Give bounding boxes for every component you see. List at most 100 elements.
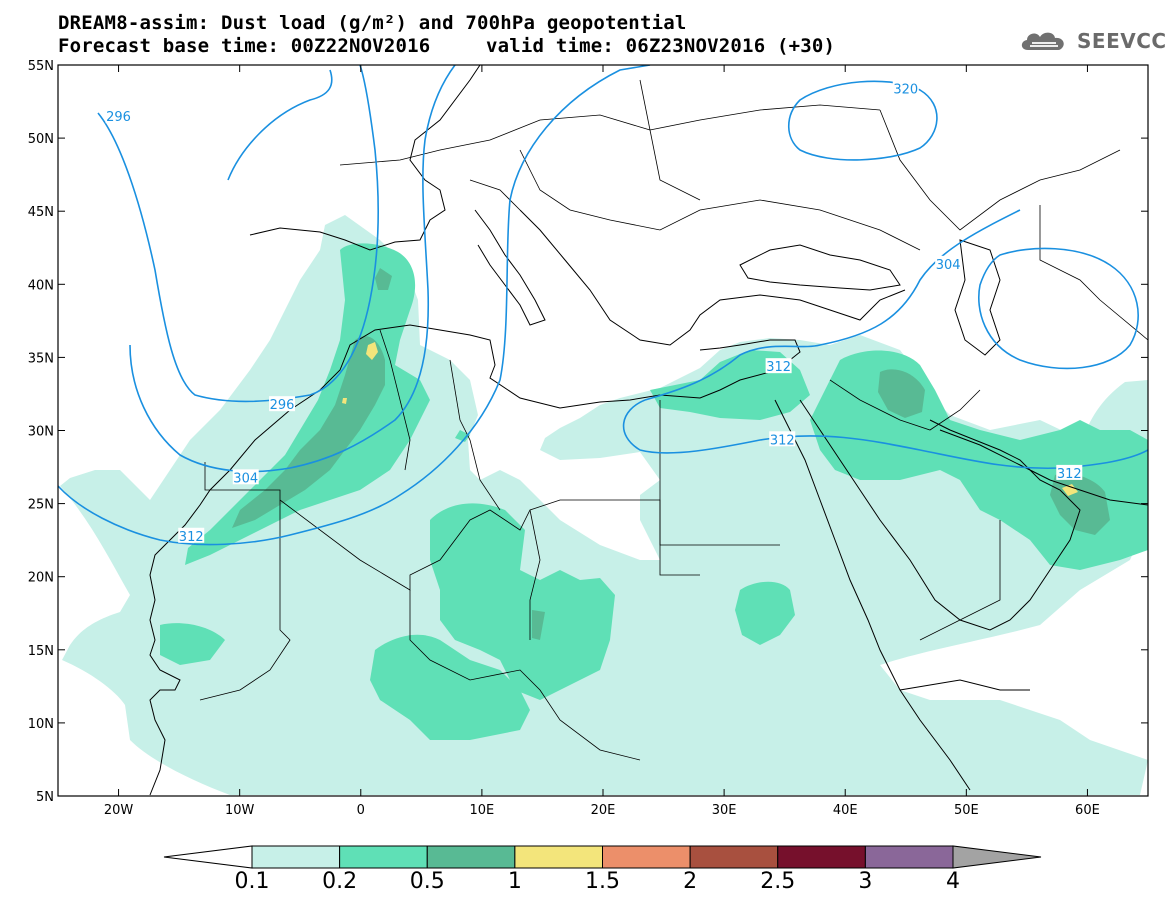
border — [199, 500, 291, 701]
lon-tick-label: 40E — [833, 803, 858, 818]
border — [1039, 205, 1148, 341]
chart-title: DREAM8-assim: Dust load (g/m²) and 700hP… — [58, 12, 687, 34]
contour-label-bg — [178, 527, 205, 543]
contour-label: 304 — [233, 471, 258, 486]
valid-time: valid time: 06Z23NOV2016 (+30) — [486, 35, 836, 57]
colorbar-swatch — [426, 845, 516, 869]
contour-label-bg — [1056, 464, 1083, 480]
lat-tick-label: 20N — [28, 571, 54, 586]
colorbar-label: 1 — [508, 869, 522, 894]
colorbar-swatch — [602, 845, 691, 869]
colorbar-under-arrow — [163, 845, 253, 869]
border — [879, 109, 1121, 231]
logo-text: SEEVCCC — [1077, 29, 1165, 53]
colorbar-swatch — [777, 845, 866, 869]
border — [529, 509, 541, 640]
lat-tick-label: 10N — [28, 717, 54, 732]
contour-label: 320 — [893, 82, 918, 97]
contour-304-b — [978, 247, 1139, 370]
contour-296 — [97, 65, 380, 403]
coastline-caspian — [954, 239, 1001, 356]
cloud-icon — [1021, 32, 1064, 50]
coastline-italy — [474, 209, 546, 326]
coastline-persia — [939, 429, 1148, 506]
colorbar-label: 1.5 — [585, 869, 620, 894]
contour-label: 312 — [1057, 467, 1082, 482]
lon-tick-label: 30E — [712, 803, 737, 818]
lat-tick-label: 35N — [28, 351, 54, 366]
border — [829, 379, 981, 431]
dust-load-shading — [60, 215, 1148, 795]
lon-tick-label: 50E — [954, 803, 979, 818]
colorbar-label: 0.1 — [235, 869, 270, 894]
lon-tick-label: 20W — [104, 803, 134, 818]
colorbar-label: 3 — [858, 869, 872, 894]
lat-tick-label: 15N — [28, 644, 54, 659]
base-time: Forecast base time: 00Z22NOV2016 — [58, 35, 431, 57]
contour-label: 296 — [270, 398, 295, 413]
colorbar: 0.1 0.2 0.5 1 1.5 2 2.5 3 4 — [163, 845, 1042, 894]
colorbar-swatch — [514, 845, 603, 869]
contour-label-bg — [892, 80, 919, 96]
contour-label: 312 — [770, 433, 795, 448]
contour-label-bg — [769, 431, 796, 447]
coastlines — [149, 65, 1148, 796]
coastline-red-sea — [774, 399, 971, 791]
lat-tick-label: 50N — [28, 132, 54, 147]
colorbar-label: 0.2 — [322, 869, 357, 894]
lat-tick-label: 25N — [28, 498, 54, 513]
contour-label: 296 — [106, 110, 131, 125]
contour-296-b — [227, 69, 333, 181]
lat-tick-label: 40N — [28, 278, 54, 293]
coastline — [149, 324, 801, 796]
contour-label: 312 — [766, 360, 791, 375]
lat-tick-label: 55N — [28, 59, 54, 74]
contour-label-bg — [105, 108, 132, 124]
borders — [199, 79, 1148, 761]
contour-312 — [58, 65, 651, 546]
contour-label-bg — [765, 358, 792, 374]
border — [659, 400, 780, 546]
border — [469, 179, 521, 211]
border — [409, 590, 641, 761]
contour-304 — [129, 65, 456, 473]
colorbar-label: 2.5 — [760, 869, 795, 894]
border — [449, 359, 501, 511]
colorbar-swatch — [864, 845, 954, 869]
lon-tick-label: 20E — [591, 803, 616, 818]
dust-level-0.2 — [160, 243, 1148, 741]
border — [639, 79, 701, 201]
lon-tick-label: 0 — [357, 803, 365, 818]
border — [204, 462, 700, 591]
contour-label-bg — [935, 255, 962, 271]
colorbar-swatch — [339, 845, 428, 869]
contour-labels: 296 296 304 304 312 312 312 312 320 — [105, 80, 1083, 545]
axis-ticks: 20W 10W 0 10E 20E 30E 40E 50E 60E 55N 50N 45N 40N 35N… — [28, 59, 1148, 818]
lon-tick-label: 10W — [225, 803, 255, 818]
coastline-europe — [249, 65, 481, 251]
border — [519, 149, 921, 251]
seevccc-logo: SEEVCCC — [1018, 28, 1165, 54]
contour-label-bg — [269, 396, 296, 412]
colorbar-over-arrow — [952, 845, 1042, 869]
contour-label-bg — [232, 469, 259, 485]
lat-tick-label: 45N — [28, 205, 54, 220]
colorbar-swatch — [689, 845, 779, 869]
contour-320 — [787, 80, 938, 161]
border — [919, 520, 1001, 641]
border — [339, 104, 881, 166]
lat-tick-label: 30N — [28, 425, 54, 440]
contour-label: 312 — [179, 530, 204, 545]
lon-tick-label: 60E — [1075, 803, 1100, 818]
coastline-black-sea — [739, 244, 901, 291]
border — [379, 329, 411, 471]
colorbar-label: 2 — [683, 869, 697, 894]
contour-312-b — [644, 209, 1021, 401]
lon-tick-label: 10E — [470, 803, 495, 818]
colorbar-label: 0.5 — [410, 869, 445, 894]
colorbar-swatch — [251, 845, 341, 869]
forecast-times: Forecast base time: 00Z22NOV2016 valid ti… — [58, 35, 835, 57]
coastline-horn — [899, 679, 1030, 691]
coastline-arabia — [799, 399, 1081, 631]
